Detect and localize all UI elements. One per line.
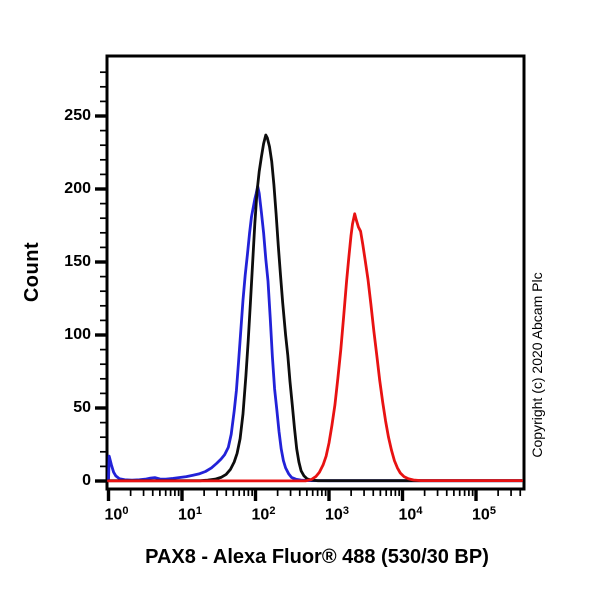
y-tick-label: 250 [64, 107, 91, 124]
x-tick-label: 103 [325, 505, 349, 524]
x-axis-title: PAX8 - Alexa Fluor® 488 (530/30 BP) [145, 546, 489, 568]
y-tick-label: 100 [64, 326, 91, 343]
x-tick-label: 101 [178, 505, 202, 524]
y-tick-label: 200 [64, 180, 91, 197]
y-tick-label: 150 [64, 253, 91, 270]
x-tick-label: 104 [398, 505, 423, 524]
black-curve [107, 133, 523, 483]
plot-frame [105, 54, 526, 491]
blue-curve [107, 184, 523, 483]
copyright-notice: Copyright (c) 2020 Abcam Plc [529, 272, 545, 458]
x-tick-label: 100 [104, 505, 129, 524]
x-tick-label: 105 [472, 505, 496, 524]
red-curve [107, 212, 523, 483]
y-tick-label: 50 [73, 399, 91, 416]
y-tick-label: 0 [82, 472, 91, 489]
x-tick-label: 102 [251, 505, 276, 524]
y-axis-title: Count [21, 241, 43, 303]
